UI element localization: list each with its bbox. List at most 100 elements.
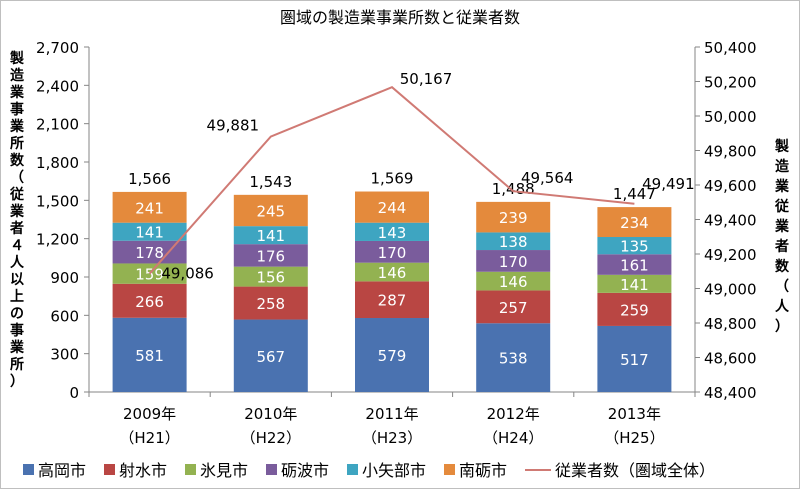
bar-value-label: 170	[378, 244, 407, 262]
legend-swatch	[104, 464, 115, 475]
bar-value-label: 146	[499, 273, 528, 291]
bar-segment	[112, 240, 187, 264]
legend-label: 砺波市	[281, 461, 329, 480]
legend-swatch	[266, 464, 277, 475]
line-value-label: 49,086	[161, 265, 214, 283]
legend-label: 氷見市	[200, 461, 248, 480]
x-tick-label: 2010年	[244, 405, 297, 423]
bar-segment	[597, 237, 672, 255]
bar-segment	[355, 318, 429, 392]
x-tick-sublabel: （H22）	[241, 429, 301, 447]
left-tick-label: 1,200	[36, 231, 79, 249]
bar-value-label: 517	[620, 351, 649, 369]
right-tick-label: 50,000	[704, 108, 757, 126]
left-tick-label: 1,500	[36, 192, 79, 210]
legend-label: 南砺市	[459, 461, 507, 480]
bar-segment	[233, 194, 308, 227]
bar-value-label: 141	[256, 227, 285, 245]
bar-segment	[355, 222, 429, 241]
bar-segment	[476, 201, 551, 233]
bar-value-label: 234	[620, 214, 649, 232]
legend-swatch	[23, 464, 34, 475]
bar-value-label: 259	[620, 301, 649, 319]
legend-swatch	[185, 464, 196, 475]
chart-title: 圏域の製造業事業所数と従業者数	[280, 8, 520, 27]
bar-segment	[355, 262, 429, 282]
legend-label: 射水市	[119, 461, 167, 480]
bar-value-label: 178	[135, 244, 164, 262]
bar-value-label: 159	[135, 266, 164, 284]
right-tick-label: 48,600	[704, 350, 757, 368]
bar-value-label: 141	[135, 224, 164, 242]
bar-value-label: 266	[135, 293, 164, 311]
bar-total-label: 1,566	[128, 170, 171, 188]
line-value-label: 49,881	[207, 117, 260, 135]
bar-segment	[476, 232, 551, 251]
bar-value-label: 538	[499, 350, 528, 368]
right-tick-label: 49,000	[704, 281, 757, 299]
bar-segment	[355, 191, 429, 223]
bar-value-label: 258	[256, 295, 285, 313]
legend-swatch	[347, 464, 358, 475]
bar-segment	[597, 292, 672, 326]
line-value-label: 50,167	[400, 70, 453, 88]
bar-segment	[476, 271, 551, 291]
line-series-path	[148, 86, 635, 275]
bar-segment	[597, 325, 672, 392]
left-tick-label: 2,400	[36, 77, 79, 95]
bar-segment	[112, 222, 187, 241]
legend-label: 高岡市	[38, 461, 86, 480]
right-tick-label: 50,400	[704, 39, 757, 57]
bar-value-label: 143	[378, 224, 407, 242]
legend-swatch	[444, 464, 455, 475]
bar-segment	[112, 191, 187, 223]
bar-segment	[476, 250, 551, 272]
bar-value-label: 567	[256, 348, 285, 366]
bar-segment	[233, 226, 308, 245]
bar-value-label: 287	[378, 292, 407, 310]
right-tick-label: 48,400	[704, 384, 757, 402]
bar-segment	[597, 207, 672, 238]
bar-segment	[597, 274, 672, 293]
bar-segment	[597, 254, 672, 275]
bar-value-label: 176	[256, 247, 285, 265]
right-tick-label: 49,200	[704, 246, 757, 264]
bar-value-label: 581	[135, 347, 164, 365]
x-tick-sublabel: （H24）	[483, 429, 543, 447]
bar-value-label: 141	[620, 276, 649, 294]
bar-value-label: 579	[378, 347, 407, 365]
left-tick-label: 900	[50, 269, 79, 287]
right-tick-label: 48,800	[704, 315, 757, 333]
left-tick-label: 2,700	[36, 39, 79, 57]
legend-label: 小矢部市	[362, 461, 426, 480]
x-tick-label: 2013年	[608, 405, 661, 423]
bar-segment	[476, 323, 551, 392]
bar-segment	[233, 319, 308, 392]
bar-segment	[355, 240, 429, 263]
left-tick-label: 600	[50, 307, 79, 325]
bar-segment	[233, 244, 308, 267]
bar-total-label: 1,569	[371, 170, 414, 188]
left-tick-label: 0	[69, 384, 79, 402]
bar-segment	[233, 266, 308, 287]
left-tick-label: 2,100	[36, 116, 79, 134]
bar-value-label: 245	[256, 202, 285, 220]
right-tick-label: 50,200	[704, 74, 757, 92]
bar-value-label: 241	[135, 199, 164, 217]
bar-segment	[112, 317, 187, 392]
x-tick-sublabel: （H23）	[362, 429, 422, 447]
bar-value-label: 239	[499, 209, 528, 227]
bar-segment	[233, 286, 308, 320]
bar-segment	[476, 290, 551, 324]
x-tick-sublabel: （H25）	[604, 429, 664, 447]
line-value-label: 49,491	[642, 175, 695, 193]
x-tick-label: 2011年	[365, 405, 418, 423]
legend-label: 従業者数（圏域全体）	[555, 461, 715, 480]
bar-value-label: 138	[499, 233, 528, 251]
left-tick-label: 1,800	[36, 154, 79, 172]
right-tick-label: 49,400	[704, 212, 757, 230]
bar-value-label: 170	[499, 253, 528, 271]
bar-value-label: 156	[256, 269, 285, 287]
right-tick-label: 49,800	[704, 143, 757, 161]
